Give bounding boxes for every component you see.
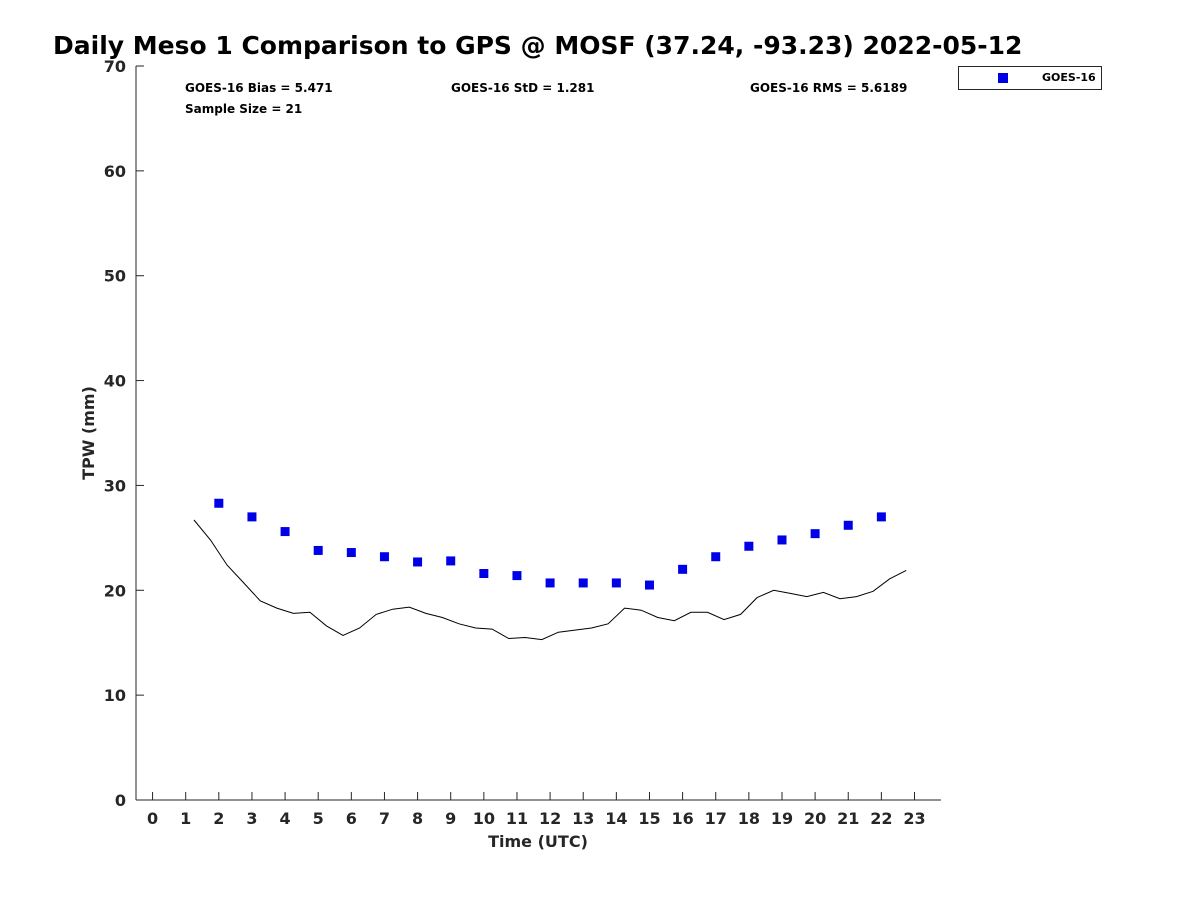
goes16-point — [479, 569, 489, 579]
x-tick-label: 7 — [379, 809, 390, 828]
goes16-point — [313, 545, 323, 555]
x-tick-label: 0 — [147, 809, 158, 828]
rms-stat: GOES-16 RMS = 5.6189 — [750, 81, 907, 95]
x-tick-label: 19 — [771, 809, 793, 828]
x-tick-label: 8 — [412, 809, 423, 828]
sample-size-stat: Sample Size = 21 — [185, 102, 302, 116]
y-tick-label: 60 — [104, 162, 126, 181]
goes16-point — [810, 529, 820, 539]
y-tick-label: 20 — [104, 581, 126, 600]
goes16-point — [379, 552, 389, 562]
goes16-point — [777, 535, 787, 545]
goes16-point — [545, 578, 555, 588]
x-tick-label: 1 — [180, 809, 191, 828]
bias-stat: GOES-16 Bias = 5.471 — [185, 81, 333, 95]
x-tick-label: 2 — [213, 809, 224, 828]
goes16-point — [644, 580, 654, 590]
x-tick-label: 21 — [837, 809, 859, 828]
y-tick-label: 0 — [115, 791, 126, 810]
goes16-point — [280, 527, 290, 537]
legend-box — [958, 66, 1102, 90]
legend-goes16-marker — [998, 73, 1008, 83]
goes16-point — [512, 571, 522, 581]
x-tick-label: 22 — [870, 809, 892, 828]
goes16-point — [678, 564, 688, 574]
gps-series — [193, 519, 907, 641]
goes16-point — [611, 578, 621, 588]
y-axis-label: TPW (mm) — [79, 386, 98, 480]
x-tick-label: 13 — [572, 809, 594, 828]
goes16-point — [346, 548, 356, 558]
goes16-point — [413, 557, 423, 567]
goes16-point — [214, 498, 224, 508]
x-tick-label: 20 — [804, 809, 826, 828]
x-tick-label: 14 — [605, 809, 627, 828]
chart-title: Daily Meso 1 Comparison to GPS @ MOSF (3… — [53, 31, 1022, 60]
goes16-point — [711, 552, 721, 562]
goes16-point — [876, 512, 886, 522]
x-tick-label: 6 — [346, 809, 357, 828]
x-tick-label: 12 — [539, 809, 561, 828]
x-tick-label: 3 — [246, 809, 257, 828]
x-tick-label: 15 — [638, 809, 660, 828]
x-tick-label: 5 — [313, 809, 324, 828]
goes16-point — [744, 541, 754, 551]
x-tick-label: 18 — [738, 809, 760, 828]
gps-line — [193, 519, 907, 641]
legend: GOES-16 — [958, 66, 1102, 90]
x-tick-label: 11 — [506, 809, 528, 828]
goes16-point — [446, 556, 456, 566]
x-tick-label: 17 — [705, 809, 727, 828]
goes16-series — [214, 498, 886, 590]
x-tick-label: 23 — [903, 809, 925, 828]
y-tick-label: 40 — [104, 372, 126, 391]
y-tick-label: 50 — [104, 267, 126, 286]
x-tick-label: 10 — [473, 809, 495, 828]
y-tick-label: 70 — [104, 57, 126, 76]
goes16-point — [247, 512, 257, 522]
x-axis-label: Time (UTC) — [488, 832, 588, 851]
x-tick-label: 16 — [671, 809, 693, 828]
stats-box: GOES-16 Bias = 5.471 GOES-16 StD = 1.281… — [185, 81, 907, 116]
x-tick-label: 4 — [280, 809, 291, 828]
goes16-point — [578, 578, 588, 588]
std-stat: GOES-16 StD = 1.281 — [451, 81, 594, 95]
x-tick-label: 9 — [445, 809, 456, 828]
y-tick-label: 10 — [104, 686, 126, 705]
goes16-point — [843, 520, 853, 530]
y-tick-label: 30 — [104, 476, 126, 495]
legend-goes16-label: GOES-16 — [1042, 71, 1096, 84]
